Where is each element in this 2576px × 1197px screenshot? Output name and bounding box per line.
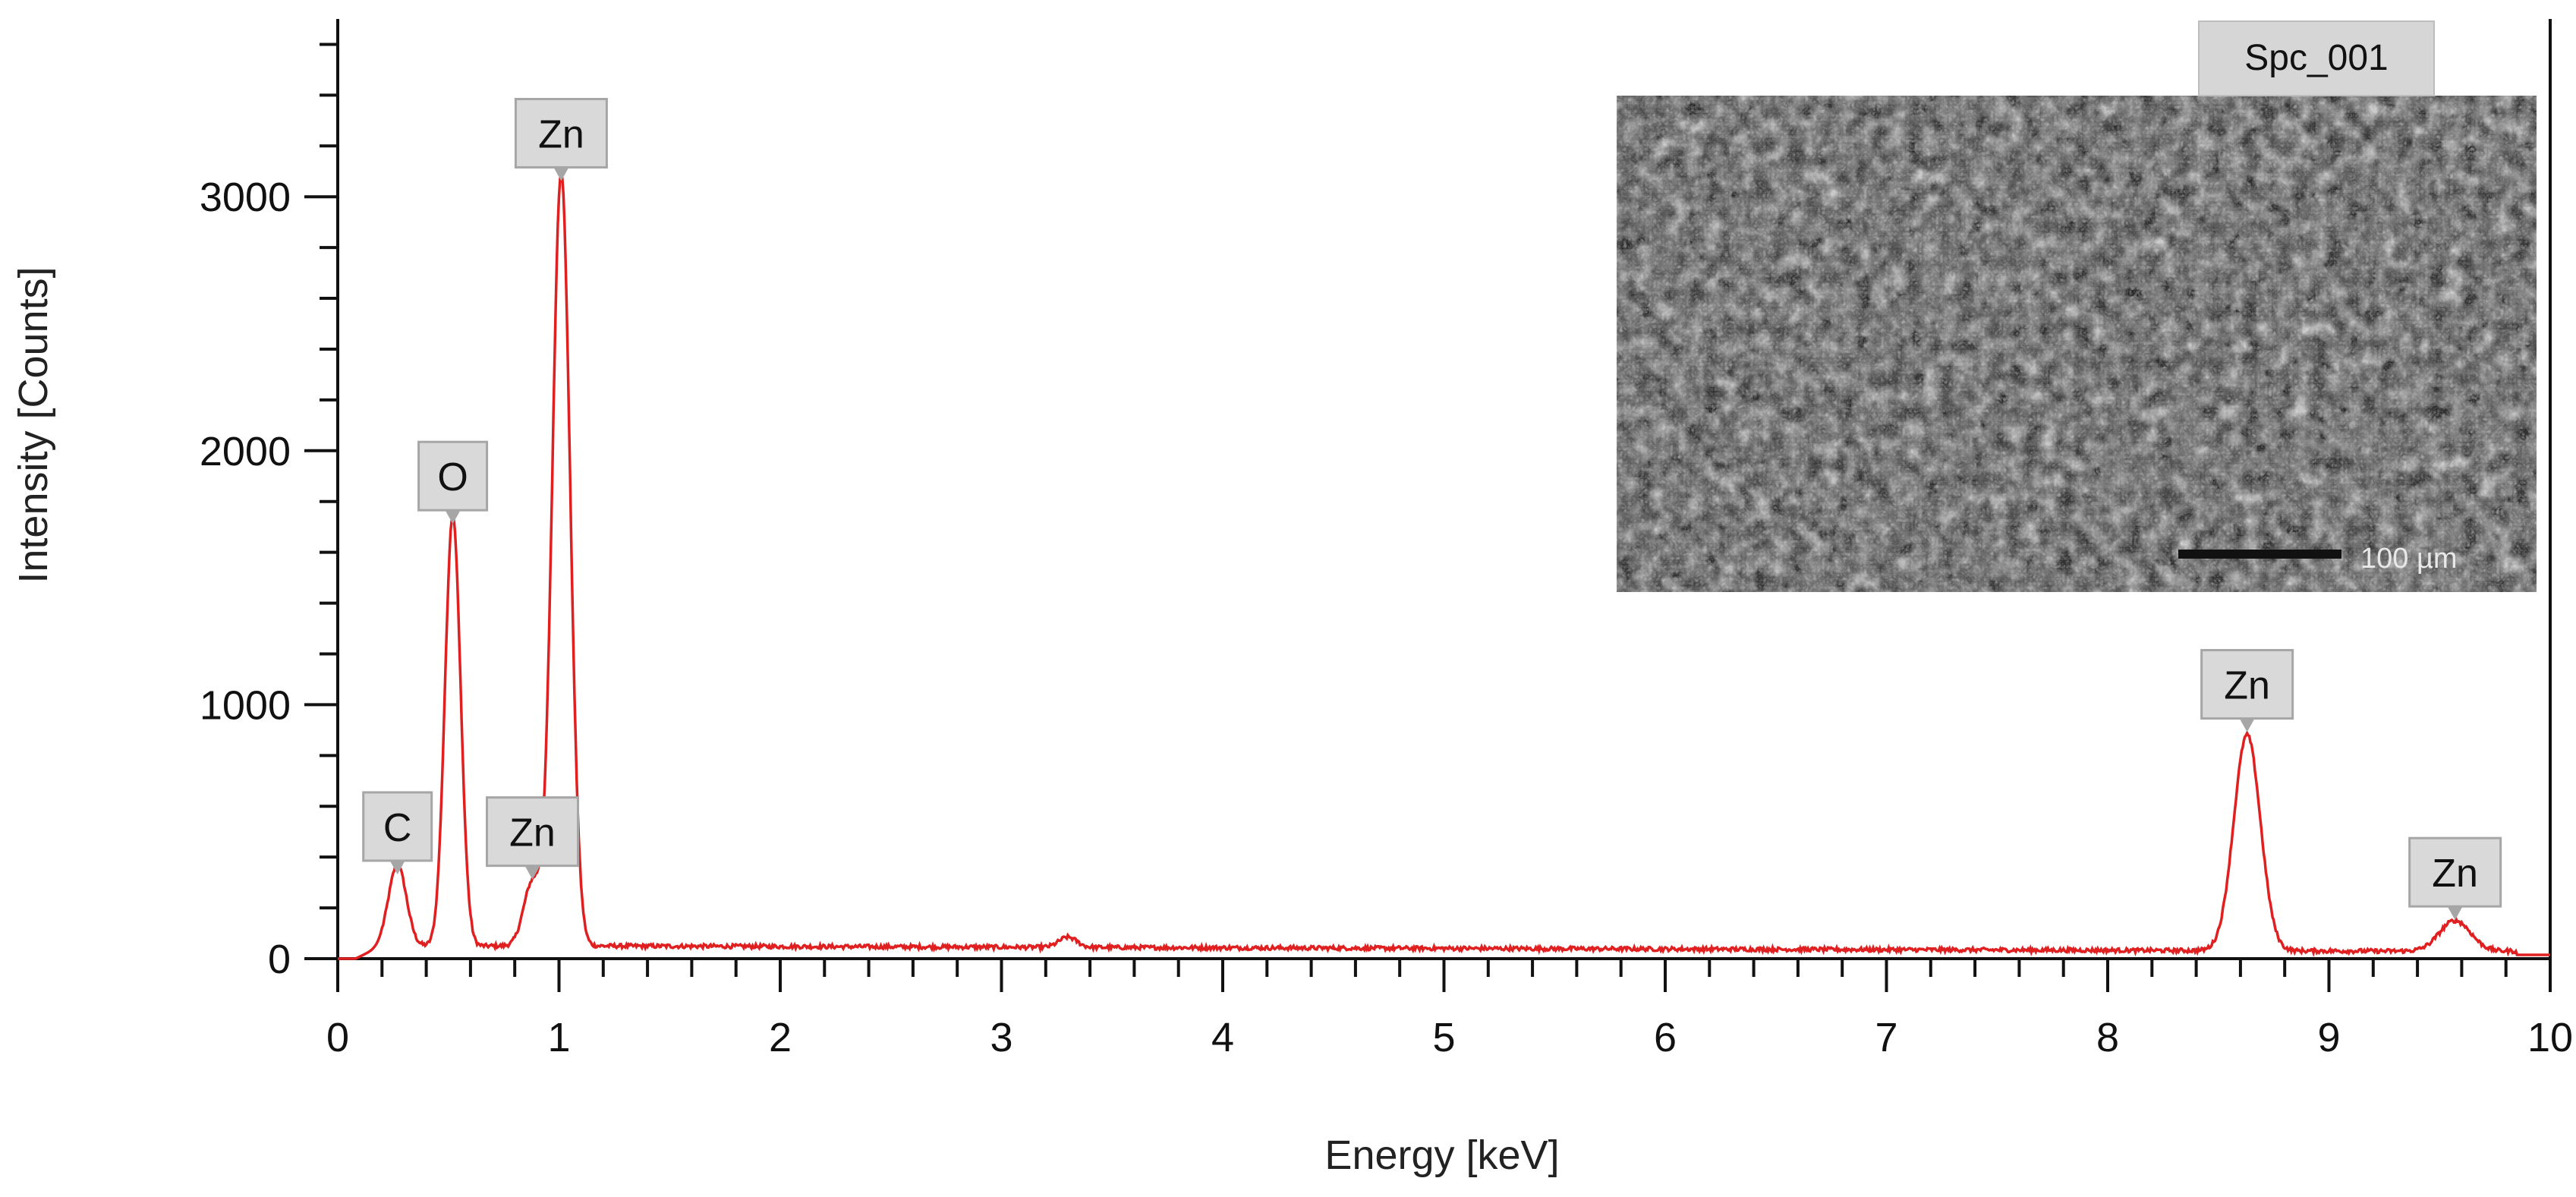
- y-axis-title: Intensity [Counts]: [11, 266, 56, 583]
- sample-tag-label: Spc_001: [2244, 38, 2389, 78]
- peak-label-box: [2408, 836, 2502, 908]
- sample-tag-box: [2198, 20, 2435, 96]
- peak-label: C: [362, 791, 433, 874]
- scale-bar-label: 100 µm: [2360, 543, 2458, 575]
- peak-label-pointer: [2447, 906, 2463, 921]
- peak-label-pointer: [553, 167, 569, 181]
- x-tick-label: 10: [2527, 1015, 2573, 1060]
- sem-inset: 100 µm: [1617, 96, 2537, 592]
- x-tick-label: 3: [990, 1015, 1012, 1060]
- scale-bar: [2178, 550, 2341, 559]
- x-tick-label: 9: [2317, 1015, 2340, 1060]
- peak-label-box: [2200, 649, 2294, 720]
- x-tick-label: 1: [547, 1015, 570, 1060]
- peak-label: O: [417, 440, 489, 524]
- peak-label-box: [514, 97, 608, 169]
- peak-label-pointer: [389, 860, 405, 874]
- peak-label: Zn: [486, 796, 580, 880]
- spectrum-line: [338, 172, 2550, 960]
- peak-label-pointer: [2239, 718, 2255, 732]
- peak-label-box: [417, 440, 489, 512]
- y-tick-label: 1000: [200, 682, 291, 728]
- x-tick-label: 4: [1211, 1015, 1234, 1060]
- peak-label-text: C: [383, 806, 412, 850]
- x-tick-label: 7: [1875, 1015, 1897, 1060]
- peak-label-text: Zn: [2224, 664, 2270, 708]
- x-tick-label: 6: [1654, 1015, 1677, 1060]
- sample-tag: Spc_001: [2198, 20, 2435, 96]
- peak-label-pointer: [524, 865, 540, 880]
- peak-label: Zn: [514, 97, 608, 181]
- peak-label: Zn: [2408, 836, 2502, 921]
- x-ticks: 0 1 2 3 4 5 6 7 8 9 10: [326, 959, 2573, 1060]
- peak-label-text: Zn: [538, 112, 584, 156]
- peak-label-text: Zn: [2432, 852, 2478, 896]
- peak-label-text: Zn: [509, 811, 556, 855]
- sem-image: [1617, 96, 2537, 592]
- peak-labels: C O Zn Zn Zn Zn: [362, 97, 2502, 921]
- y-ticks: 0 1000 2000 3000: [200, 43, 338, 982]
- peak-label-box: [362, 791, 433, 862]
- x-tick-label: 2: [769, 1015, 792, 1060]
- x-axis-title: Energy [keV]: [1324, 1132, 1559, 1178]
- x-tick-label: 5: [1432, 1015, 1455, 1060]
- x-tick-label: 0: [326, 1015, 349, 1060]
- peak-label-text: O: [437, 455, 468, 499]
- peak-label-pointer: [445, 510, 461, 524]
- y-tick-label: 2000: [200, 429, 291, 474]
- x-tick-label: 8: [2096, 1015, 2119, 1060]
- y-tick-label: 0: [268, 937, 291, 982]
- y-tick-label: 3000: [200, 175, 291, 220]
- peak-label: Zn: [2200, 649, 2294, 732]
- axes: 0 1 2 3 4 5 6 7 8 9 10 0 1000 2000 3000: [200, 19, 2573, 1060]
